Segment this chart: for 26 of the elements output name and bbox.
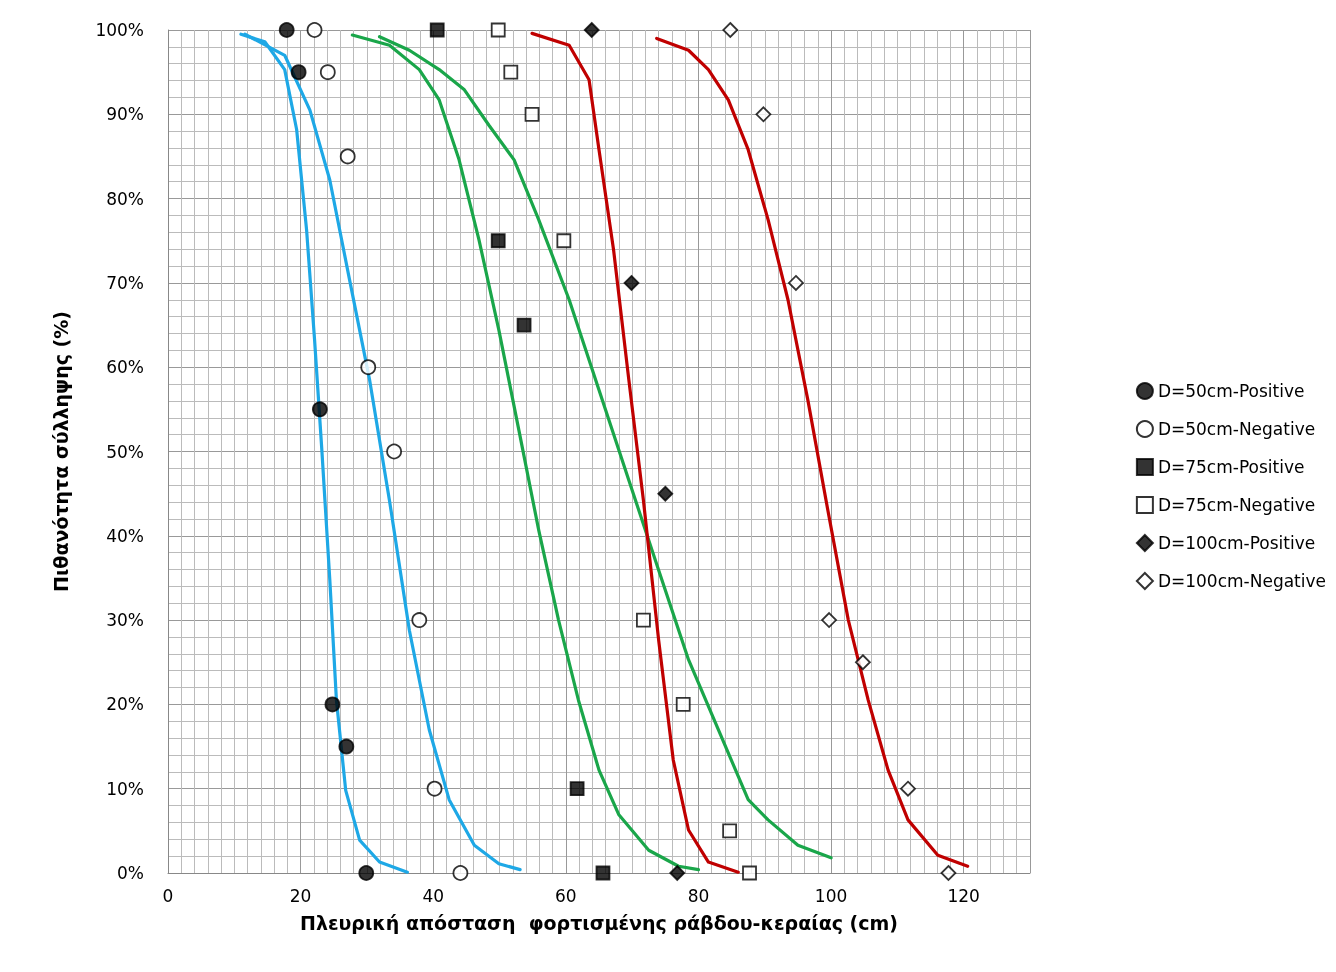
- x-tick-label: 0: [162, 885, 174, 906]
- legend-label: D=50cm-Positive: [1157, 381, 1305, 401]
- legend-label: D=75cm-Negative: [1157, 495, 1316, 515]
- y-tick-label: 90%: [106, 104, 144, 125]
- x-tick-label: 80: [687, 885, 710, 906]
- x-tick-label: 100: [814, 885, 848, 906]
- x-tick-label: 40: [422, 885, 445, 906]
- legend-label: D=100cm-Positive: [1157, 533, 1316, 553]
- x-tick-label: 120: [947, 885, 980, 906]
- legend-label: D=75cm-Positive: [1157, 457, 1305, 477]
- y-tick-label: 70%: [106, 272, 144, 293]
- y-tick-label: 20%: [106, 694, 144, 715]
- y-axis-title: Πιθανότητα σύλληψης (%): [49, 311, 72, 592]
- y-tick-label: 80%: [106, 188, 144, 209]
- y-tick-label: 60%: [106, 357, 144, 378]
- y-tick-label: 0%: [117, 863, 144, 883]
- y-tick-label: 30%: [106, 610, 144, 631]
- legend-label: D=100cm-Negative: [1157, 571, 1327, 591]
- x-tick-label: 20: [289, 885, 312, 906]
- y-tick-label: 100%: [95, 20, 144, 40]
- y-tick-label: 10%: [106, 778, 144, 799]
- y-tick-label: 40%: [106, 525, 144, 546]
- x-axis-title: Πλευρική απόσταση φορτισμένης ράβδου-κεραίας (cm): [300, 911, 898, 934]
- x-tick-label: 60: [555, 885, 577, 906]
- legend-label: D=50cm-Negative: [1157, 419, 1316, 439]
- y-tick-label: 50%: [106, 441, 144, 462]
